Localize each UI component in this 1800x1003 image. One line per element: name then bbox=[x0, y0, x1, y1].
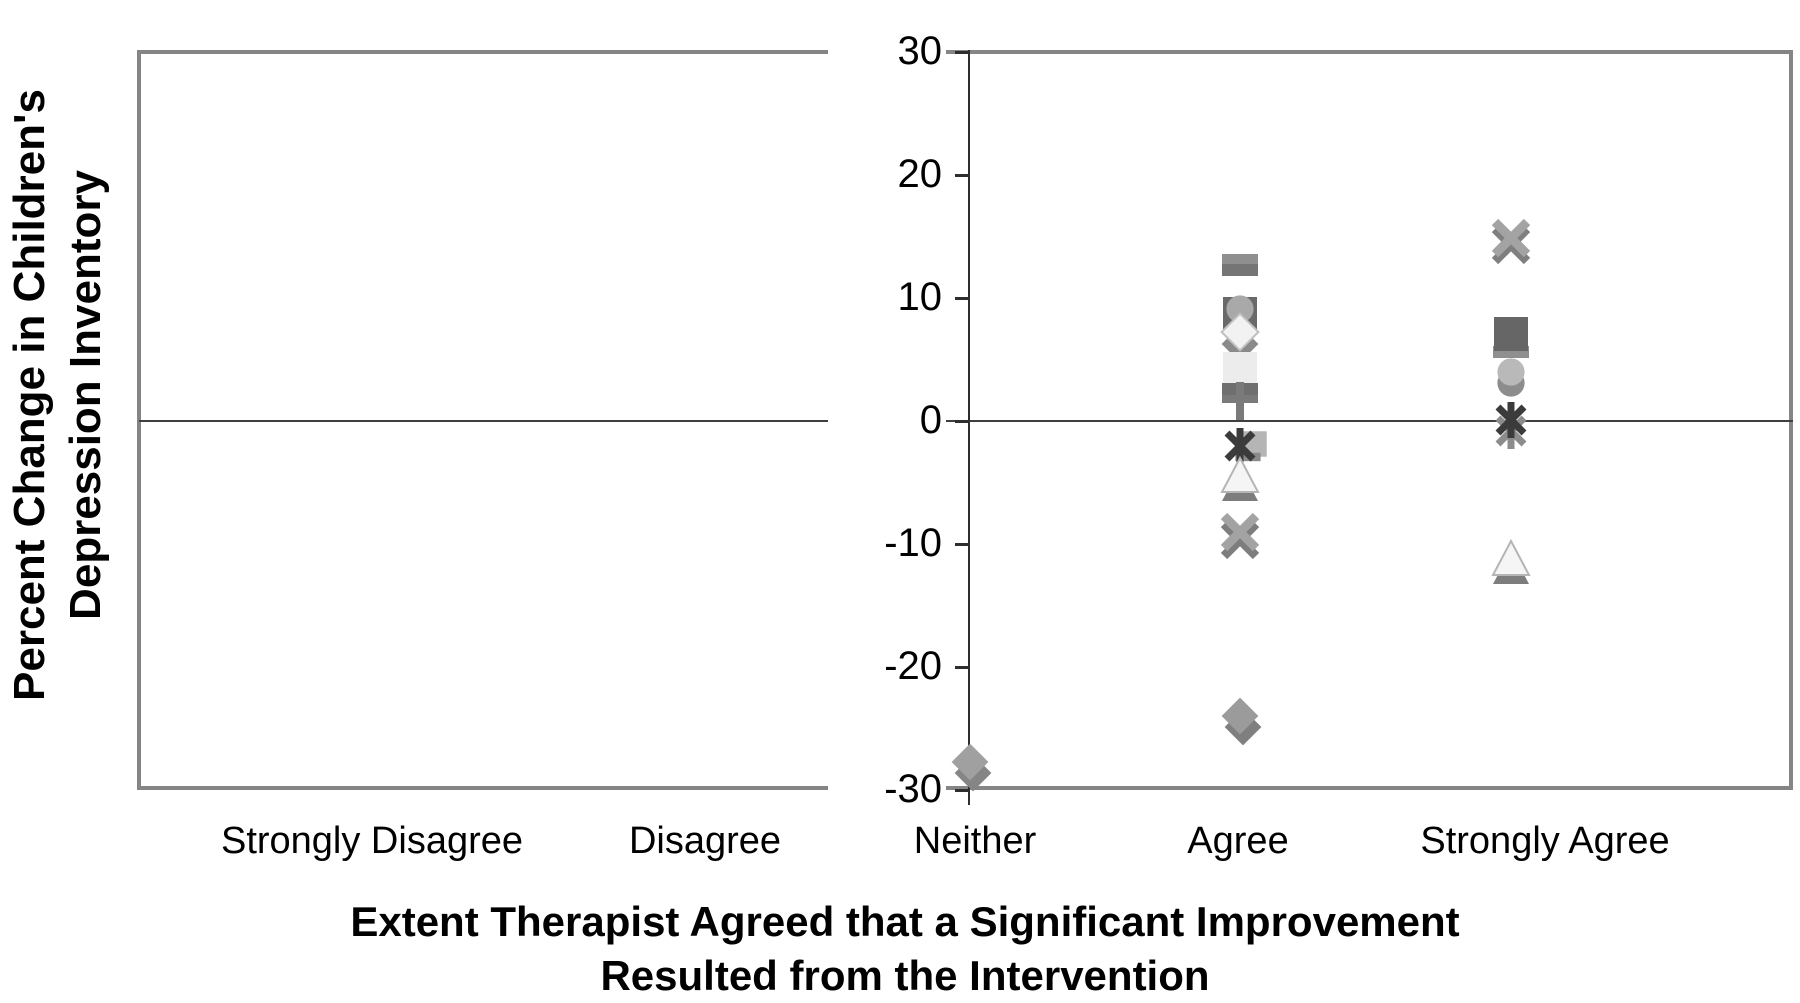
triangle-data-point bbox=[1220, 455, 1260, 500]
y-tick-mark bbox=[955, 297, 970, 300]
x-data-point bbox=[1220, 520, 1260, 565]
circle-data-point bbox=[1223, 292, 1257, 331]
diamond-data-point bbox=[1220, 312, 1260, 357]
x-category-label: Strongly Disagree bbox=[220, 820, 524, 862]
y-tick-label: -20 bbox=[828, 644, 946, 688]
y-axis-title-line1: Percent Change in Children's bbox=[5, 89, 54, 701]
dash-data-point bbox=[1220, 240, 1260, 285]
asterisk-data-point bbox=[1491, 400, 1531, 445]
x-axis-title-line2: Resulted from the Intervention bbox=[600, 952, 1210, 999]
y-tick-label: 20 bbox=[828, 152, 946, 196]
x-category-label: Strongly Agree bbox=[1420, 820, 1670, 862]
triangle-data-point bbox=[1491, 538, 1531, 583]
y-tick-label: -30 bbox=[828, 767, 946, 811]
y-tick-label: 0 bbox=[828, 398, 946, 442]
x-category-label: Agree bbox=[1187, 820, 1289, 862]
y-tick-mark bbox=[955, 543, 970, 546]
diamond-data-point bbox=[1220, 696, 1260, 741]
y-tick-mark bbox=[955, 51, 970, 54]
y-tick-mark bbox=[955, 420, 970, 423]
square-data-point bbox=[1491, 314, 1531, 359]
circle-data-point bbox=[1494, 355, 1528, 394]
x-data-point bbox=[1491, 225, 1531, 270]
y-axis-title: Percent Change in Children's Depression … bbox=[2, 0, 132, 800]
y-axis-title-line2: Depression Inventory bbox=[61, 170, 110, 620]
x-category-label: Disagree bbox=[628, 820, 782, 862]
x-data-point bbox=[1491, 218, 1531, 263]
y-tick-label: 10 bbox=[828, 275, 946, 319]
x-data-point bbox=[1220, 512, 1260, 557]
x-axis-title-line1: Extent Therapist Agreed that a Significa… bbox=[350, 898, 1460, 945]
y-tick-label: 30 bbox=[828, 29, 946, 73]
y-tick-label: -10 bbox=[828, 521, 946, 565]
y-tick-mark bbox=[955, 174, 970, 177]
value-axis-line bbox=[968, 50, 970, 805]
square-data-point bbox=[1220, 349, 1260, 394]
x-axis-title: Extent Therapist Agreed that a Significa… bbox=[0, 895, 1800, 1003]
dash-data-point bbox=[1220, 250, 1260, 295]
plus-data-point bbox=[1220, 381, 1260, 426]
diamond-data-point bbox=[950, 742, 990, 787]
y-tick-mark bbox=[955, 789, 970, 792]
y-tick-mark bbox=[955, 666, 970, 669]
x-category-label: Neither bbox=[913, 820, 1037, 862]
